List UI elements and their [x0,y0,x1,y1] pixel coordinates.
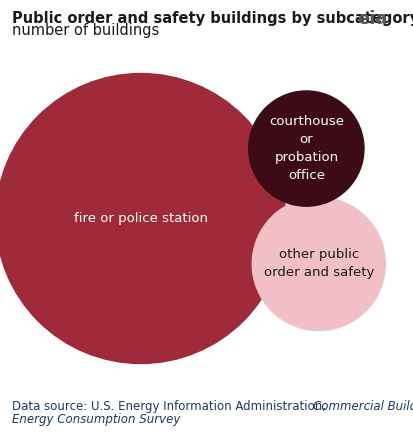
Text: fire or police station: fire or police station [74,212,207,225]
Text: number of buildings: number of buildings [12,23,159,38]
Text: courthouse
or
probation
office: courthouse or probation office [268,115,343,182]
Text: Energy Consumption Survey: Energy Consumption Survey [12,413,180,426]
Text: Public order and safety buildings by subcategory (2018): Public order and safety buildings by sub… [12,11,413,26]
Text: other public
order and safety: other public order and safety [263,249,373,279]
Circle shape [252,198,385,330]
Circle shape [0,73,285,364]
Circle shape [248,91,363,206]
Text: Data source: U.S. Energy Information Administration,: Data source: U.S. Energy Information Adm… [12,400,330,413]
Text: eia: eia [356,10,387,28]
Text: Commercial Buildings: Commercial Buildings [312,400,413,413]
